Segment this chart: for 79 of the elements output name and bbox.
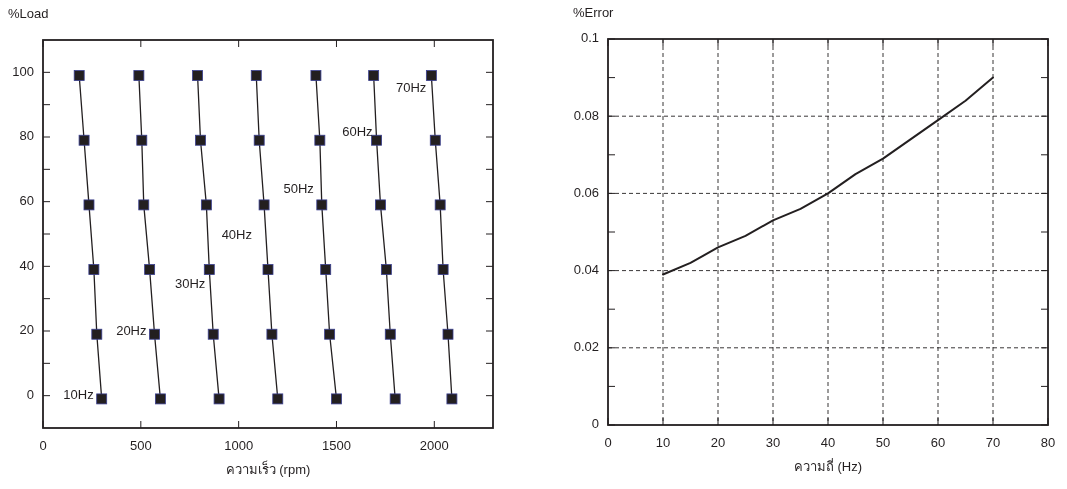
y-tick-label: 0.06 [573,184,599,200]
x-tick-label: 500 [129,438,152,453]
x-tick-label: 10 [655,435,671,450]
x-tick-label: 20 [710,435,726,450]
series-label: 50Hz [283,181,314,197]
point [133,70,145,81]
point [138,199,150,211]
point [375,199,386,211]
y-axis-title: %Load [8,6,49,21]
series-label: 40Hz [221,227,252,242]
point [272,393,284,405]
x-tick-label: 40 [820,435,836,450]
series-label: 70Hz [396,80,427,95]
point [446,393,458,405]
point [195,134,206,146]
point [258,199,270,211]
point [371,134,382,146]
x-tick-label: 0 [604,435,612,450]
x-tick-label: 30 [765,435,781,450]
point [331,393,342,405]
point [262,264,274,275]
series-label: 10Hz [63,387,94,403]
point [96,393,108,405]
y-tick-label: 80 [19,128,34,144]
y-tick-label: 0.08 [573,107,599,123]
point [91,328,103,340]
x-axis-title: ความถี่ (Hz) [793,458,863,474]
series-label: 30Hz [174,276,206,291]
point [434,199,446,211]
x-axis-title: ความเร็ว (rpm) [225,460,311,477]
y-axis-title: %Error [573,5,615,20]
y-tick-label: 100 [12,63,34,79]
point [88,264,100,275]
y-tick-label: 40 [19,257,34,273]
x-tick-label: 2000 [419,438,449,453]
point [250,70,262,81]
x-tick-label: 1500 [322,438,351,453]
x-tick-label: 70 [985,435,1001,450]
y-tick-label: 0 [26,387,34,403]
point [253,134,265,146]
y-tick-label: 0.1 [580,30,599,46]
y-tick-label: 0.02 [573,339,599,355]
point [78,134,90,146]
y-tick-label: 60 [19,193,34,209]
point [316,199,328,211]
point [192,70,203,81]
point [437,264,449,275]
point [136,134,148,146]
x-tick-label: 1000 [224,438,254,453]
series-label: 20Hz [116,322,147,338]
point [389,393,401,405]
point [266,328,278,340]
point [149,328,160,340]
point [442,328,454,340]
point [429,134,441,146]
point [368,70,380,81]
y-tick-label: 20 [19,322,34,338]
x-tick-label: 60 [930,435,946,450]
point [83,199,95,211]
point [207,328,219,340]
point [380,264,392,275]
point [310,70,322,81]
point [314,134,326,146]
point [154,393,166,405]
point [200,199,212,211]
x-tick-label: 50 [875,435,891,450]
point [73,70,85,81]
point [144,264,156,275]
point [213,393,225,405]
point [320,264,332,275]
point [384,328,396,340]
x-tick-label: 80 [1040,435,1056,450]
point [203,264,215,275]
point [324,328,336,340]
y-tick-label: 0 [591,416,599,432]
x-tick-label: 0 [39,438,47,453]
series-label: 60Hz [342,123,373,139]
y-tick-label: 0.04 [573,262,599,278]
point [425,70,437,81]
